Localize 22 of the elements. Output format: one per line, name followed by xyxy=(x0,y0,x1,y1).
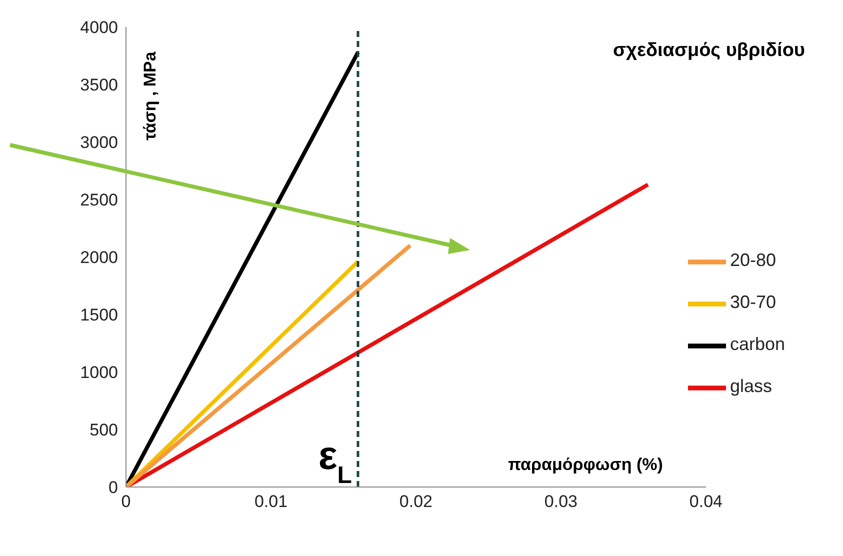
x-tick-label: 0.02 xyxy=(399,492,433,512)
y-axis-title: τάση , MPa xyxy=(140,51,160,140)
legend-label: 30-70 xyxy=(730,292,776,312)
x-tick-label: 0.01 xyxy=(254,492,288,512)
y-tick-label: 500 xyxy=(90,420,118,440)
y-tick-label: 1500 xyxy=(80,306,118,325)
x-tick-label: 0.03 xyxy=(544,492,578,512)
y-tick-label: 0 xyxy=(108,478,118,498)
y-tick-label: 3000 xyxy=(80,133,118,152)
y-tick-label: 2000 xyxy=(80,248,118,268)
text: σχεδιασμός υβριδίου xyxy=(613,40,805,62)
x-tick-label: 0 xyxy=(121,492,131,512)
y-tick-label: 4000 xyxy=(80,18,118,38)
y-tick-label: 2500 xyxy=(80,190,118,210)
legend-label: glass xyxy=(730,376,772,396)
ref-line-label: ε$_{L}$ xyxy=(318,434,352,488)
x-tick-label: 0.04 xyxy=(689,492,722,512)
x-axis-title: παραμόρφωση (%) xyxy=(508,455,663,475)
legend-label: carbon xyxy=(730,334,785,354)
y-tick-label: 3500 xyxy=(80,76,118,95)
legend-label: 20-80 xyxy=(730,250,776,270)
y-tick-label: 1000 xyxy=(80,363,118,382)
